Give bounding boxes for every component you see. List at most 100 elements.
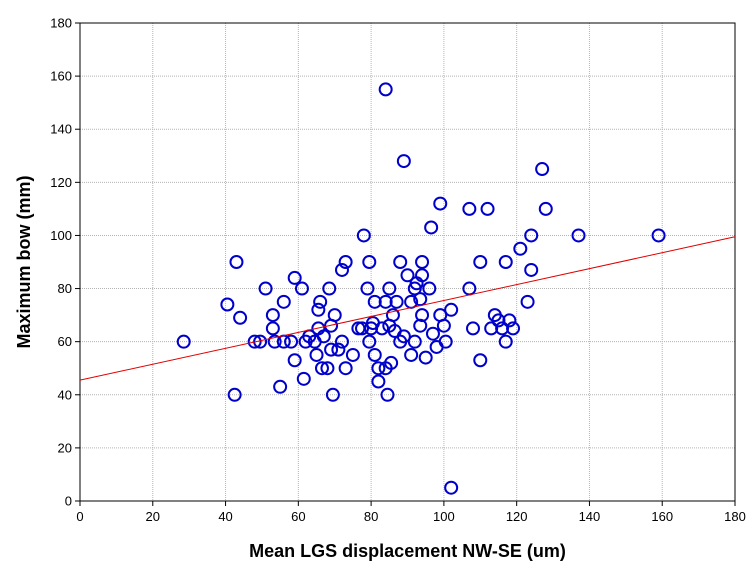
data-point xyxy=(276,294,291,309)
y-axis-title: Maximum bow (mm) xyxy=(14,175,34,348)
x-tick-label: 0 xyxy=(76,509,83,524)
data-point xyxy=(229,255,244,269)
data-point xyxy=(371,361,386,376)
y-tick-label: 120 xyxy=(50,175,72,190)
data-point xyxy=(265,321,280,336)
data-point xyxy=(438,334,453,349)
data-point xyxy=(535,162,550,177)
data-point xyxy=(407,334,422,349)
x-tick-label: 20 xyxy=(146,509,160,524)
data-point xyxy=(296,371,311,386)
data-point xyxy=(325,387,340,402)
data-point xyxy=(415,308,430,323)
data-point xyxy=(356,228,371,243)
y-tick-label: 20 xyxy=(58,440,72,455)
data-point xyxy=(327,308,342,323)
data-point xyxy=(422,281,437,296)
data-point xyxy=(362,255,377,269)
data-point xyxy=(513,241,528,256)
data-point xyxy=(473,353,488,368)
data-point xyxy=(495,321,510,336)
data-point xyxy=(345,347,360,362)
x-tick-label: 80 xyxy=(364,509,378,524)
y-tick-label: 60 xyxy=(58,334,72,349)
y-tick-label: 40 xyxy=(58,387,72,402)
data-point xyxy=(524,262,539,277)
data-point xyxy=(375,321,390,336)
data-point xyxy=(331,342,346,357)
data-point xyxy=(233,310,248,325)
data-point xyxy=(400,268,415,283)
data-point xyxy=(498,334,513,349)
data-point xyxy=(382,281,397,296)
data-point xyxy=(418,350,433,365)
regression-line xyxy=(79,236,736,381)
data-point xyxy=(335,262,349,277)
data-point xyxy=(484,321,499,336)
data-point xyxy=(385,308,400,323)
data-point xyxy=(311,302,326,317)
data-point xyxy=(425,326,440,341)
data-point xyxy=(287,270,302,285)
data-point xyxy=(320,361,335,376)
data-point xyxy=(316,329,331,344)
data-point xyxy=(393,255,408,269)
data-point xyxy=(415,255,430,269)
data-point xyxy=(389,294,404,309)
data-point xyxy=(444,480,459,495)
data-point xyxy=(520,294,535,309)
y-tick-label: 160 xyxy=(50,69,72,84)
data-point xyxy=(396,329,411,344)
data-point xyxy=(506,321,521,336)
data-point xyxy=(227,387,242,402)
data-point xyxy=(324,342,339,357)
data-point xyxy=(498,255,513,269)
data-point xyxy=(444,302,459,317)
data-point xyxy=(462,281,477,296)
data-point xyxy=(338,361,353,376)
y-tick-label: 100 xyxy=(50,228,72,243)
x-tick-label: 60 xyxy=(291,509,305,524)
data-point xyxy=(473,255,488,269)
data-points xyxy=(176,82,666,495)
data-point xyxy=(273,379,288,394)
data-point xyxy=(265,308,280,323)
data-point xyxy=(362,334,377,349)
data-point xyxy=(314,361,329,376)
data-point xyxy=(491,313,506,328)
data-point xyxy=(267,334,282,349)
data-point xyxy=(413,318,428,333)
data-point xyxy=(294,281,309,296)
data-point xyxy=(404,347,419,362)
x-tick-label: 180 xyxy=(724,509,746,524)
axis-ticks: 0 20 40 60 80 100 120 140 160 180 0 20 40 60 80 100 120 1… xyxy=(50,16,746,525)
y-tick-label: 0 xyxy=(65,494,72,509)
grid-lines xyxy=(80,23,735,501)
y-tick-label: 180 xyxy=(50,16,72,31)
data-point xyxy=(524,228,539,243)
data-point xyxy=(384,355,399,370)
x-tick-label: 40 xyxy=(218,509,232,524)
data-point xyxy=(396,154,411,169)
x-tick-label: 160 xyxy=(651,509,673,524)
data-point xyxy=(378,294,393,309)
data-point xyxy=(360,281,375,296)
data-point xyxy=(258,281,273,296)
plot-frame xyxy=(79,22,736,502)
data-point xyxy=(313,294,328,309)
data-point xyxy=(367,294,382,309)
data-point xyxy=(651,228,666,243)
data-point xyxy=(436,318,451,333)
data-point xyxy=(571,228,586,243)
data-point xyxy=(247,334,262,349)
data-point xyxy=(309,347,324,362)
data-point xyxy=(502,313,517,328)
data-point xyxy=(480,201,495,216)
data-point xyxy=(220,297,235,312)
x-axis-title: Mean LGS displacement NW-SE (um) xyxy=(249,541,566,561)
data-point xyxy=(355,321,370,336)
data-point xyxy=(424,220,439,235)
data-point xyxy=(338,255,353,269)
data-point xyxy=(462,201,477,216)
data-point xyxy=(538,201,553,216)
